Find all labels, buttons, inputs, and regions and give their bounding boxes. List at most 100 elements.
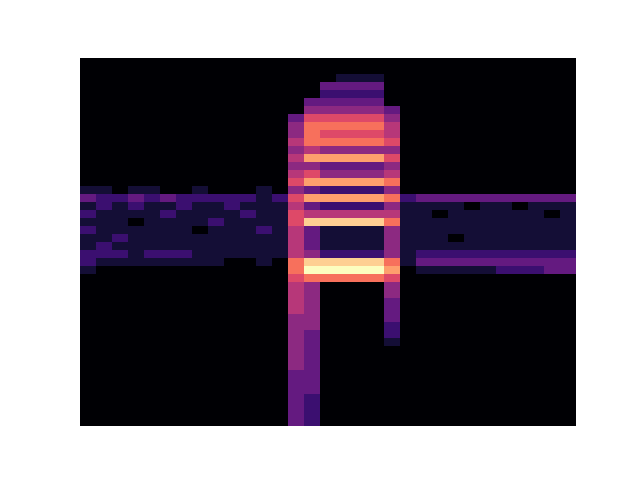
heatmap-cell (192, 202, 209, 211)
heatmap-cell (528, 314, 545, 323)
heatmap-cell (176, 282, 193, 291)
heatmap-cell (464, 58, 481, 67)
heatmap-cell (304, 330, 321, 339)
heatmap-cell (224, 290, 241, 299)
heatmap-cell (448, 282, 465, 291)
heatmap-cell (288, 114, 305, 123)
heatmap-cell (96, 210, 113, 219)
heatmap-cell (544, 106, 561, 115)
heatmap-cell (192, 74, 209, 83)
heatmap-cell (160, 58, 177, 67)
heatmap-cell (512, 330, 529, 339)
heatmap-cell (112, 194, 129, 203)
heatmap-cell (240, 322, 257, 331)
heatmap-cell (160, 130, 177, 139)
heatmap-cell (416, 282, 433, 291)
heatmap-cell (304, 354, 321, 363)
heatmap-cell (128, 210, 145, 219)
heatmap-cell (176, 370, 193, 379)
heatmap-cell (272, 394, 289, 403)
heatmap-cell (128, 346, 145, 355)
heatmap-cell (400, 58, 417, 67)
heatmap-cell (400, 322, 417, 331)
heatmap-cell (448, 322, 465, 331)
heatmap-cell (304, 346, 321, 355)
heatmap-cell (544, 378, 561, 387)
heatmap-cell (384, 186, 401, 195)
heatmap-cell (176, 226, 193, 235)
heatmap-cell (304, 266, 321, 275)
heatmap-cell (352, 146, 369, 155)
heatmap-cell (304, 410, 321, 419)
heatmap-cell (480, 378, 497, 387)
heatmap-cell (368, 186, 385, 195)
heatmap-cell (400, 410, 417, 419)
heatmap-cell (208, 290, 225, 299)
heatmap-cell (368, 330, 385, 339)
heatmap-cell (512, 386, 529, 395)
heatmap-cell (80, 138, 97, 147)
heatmap-cell (224, 74, 241, 83)
heatmap-cell (512, 322, 529, 331)
heatmap-cell (80, 122, 97, 131)
heatmap-cell (464, 330, 481, 339)
heatmap-cell (432, 202, 449, 211)
heatmap-cell (304, 58, 321, 67)
heatmap-cell (512, 298, 529, 307)
heatmap-cell (432, 162, 449, 171)
heatmap-cell (208, 410, 225, 419)
heatmap-cell (128, 138, 145, 147)
heatmap-cell (560, 194, 576, 203)
heatmap-cell (528, 250, 545, 259)
heatmap-cell (560, 386, 576, 395)
heatmap-cell (96, 298, 113, 307)
heatmap-cell (352, 58, 369, 67)
heatmap-cell (272, 82, 289, 91)
heatmap-cell (208, 314, 225, 323)
heatmap-cell (240, 298, 257, 307)
heatmap-cell (112, 210, 129, 219)
heatmap-cell (464, 194, 481, 203)
heatmap-cell (80, 322, 97, 331)
heatmap-cell (448, 130, 465, 139)
heatmap-cell (240, 266, 257, 275)
heatmap-cell (448, 226, 465, 235)
heatmap-cell (176, 242, 193, 251)
heatmap-cell (432, 338, 449, 347)
heatmap-cell (256, 346, 273, 355)
heatmap-cell (240, 106, 257, 115)
heatmap-cell (208, 122, 225, 131)
heatmap-cell (112, 258, 129, 267)
heatmap-cell (448, 98, 465, 107)
heatmap-cell (192, 66, 209, 75)
heatmap-cell (272, 114, 289, 123)
heatmap-cell (160, 418, 177, 426)
heatmap-cell (112, 130, 129, 139)
heatmap-cell (528, 178, 545, 187)
heatmap-cell (560, 130, 576, 139)
heatmap-cell (80, 98, 97, 107)
heatmap-cell (528, 330, 545, 339)
heatmap-cell (480, 186, 497, 195)
heatmap-cell (432, 210, 449, 219)
heatmap-cell (96, 330, 113, 339)
heatmap-cell (224, 114, 241, 123)
heatmap-cell (528, 106, 545, 115)
heatmap-cell (544, 402, 561, 411)
heatmap-cell (384, 202, 401, 211)
heatmap-cell (96, 170, 113, 179)
heatmap-cell (272, 58, 289, 67)
heatmap-cell (320, 170, 337, 179)
heatmap-cell (368, 74, 385, 83)
heatmap-cell (384, 114, 401, 123)
heatmap-cell (240, 66, 257, 75)
heatmap-cell (144, 58, 161, 67)
heatmap-cell (496, 226, 513, 235)
heatmap-cell (320, 66, 337, 75)
heatmap-cell (384, 298, 401, 307)
heatmap-cell (176, 338, 193, 347)
heatmap-cell (528, 74, 545, 83)
heatmap-cell (400, 186, 417, 195)
heatmap-cell (144, 386, 161, 395)
heatmap-cell (480, 146, 497, 155)
